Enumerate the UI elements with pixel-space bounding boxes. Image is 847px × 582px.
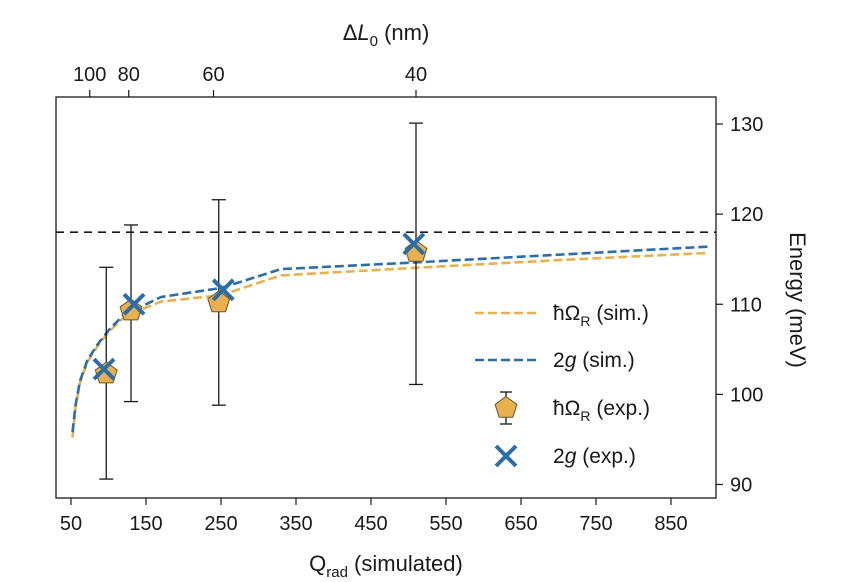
cross-marker <box>122 292 146 316</box>
x-tick-label: 350 <box>279 513 312 535</box>
pentagon-marker <box>207 290 231 313</box>
legend-pentagon-marker <box>494 395 518 418</box>
legend-label: 2g (sim.) <box>553 349 635 372</box>
x-axis-title: Qrad (simulated) <box>309 551 463 581</box>
legend-label: 2g (exp.) <box>553 445 636 468</box>
cross-marker <box>402 232 426 256</box>
y-tick-label: 130 <box>730 114 763 136</box>
top-tick-label: 40 <box>405 64 427 86</box>
x-tick-label: 50 <box>60 513 82 535</box>
x-tick-label: 450 <box>354 513 387 535</box>
series-line-1 <box>71 245 709 433</box>
x-tick-label: 850 <box>654 513 687 535</box>
y-tick-label: 110 <box>730 294 762 316</box>
cross-marker <box>211 278 235 302</box>
legend-label: ħΩR (sim.) <box>553 302 649 329</box>
x-tick-label: 550 <box>429 513 462 535</box>
top-tick-label: 100 <box>73 64 106 86</box>
top-tick-label: 80 <box>118 64 140 86</box>
cross-marker <box>92 357 116 381</box>
legend-cross-marker <box>494 444 518 468</box>
x-tick-label: 650 <box>504 513 537 535</box>
x-tick-label: 150 <box>129 513 162 535</box>
y-axis-title: Energy (meV) <box>785 232 810 368</box>
x-tick-label: 250 <box>204 513 237 535</box>
top-axis-title: ΔL0 (nm) <box>343 20 430 50</box>
top-tick-label: 60 <box>202 64 224 86</box>
plot-frame <box>55 96 717 499</box>
y-tick-label: 100 <box>730 384 763 406</box>
y-tick-label: 120 <box>730 204 763 226</box>
legend-label: ħΩR (exp.) <box>553 397 650 424</box>
x-tick-label: 750 <box>579 513 612 535</box>
y-tick-label: 90 <box>730 474 752 496</box>
